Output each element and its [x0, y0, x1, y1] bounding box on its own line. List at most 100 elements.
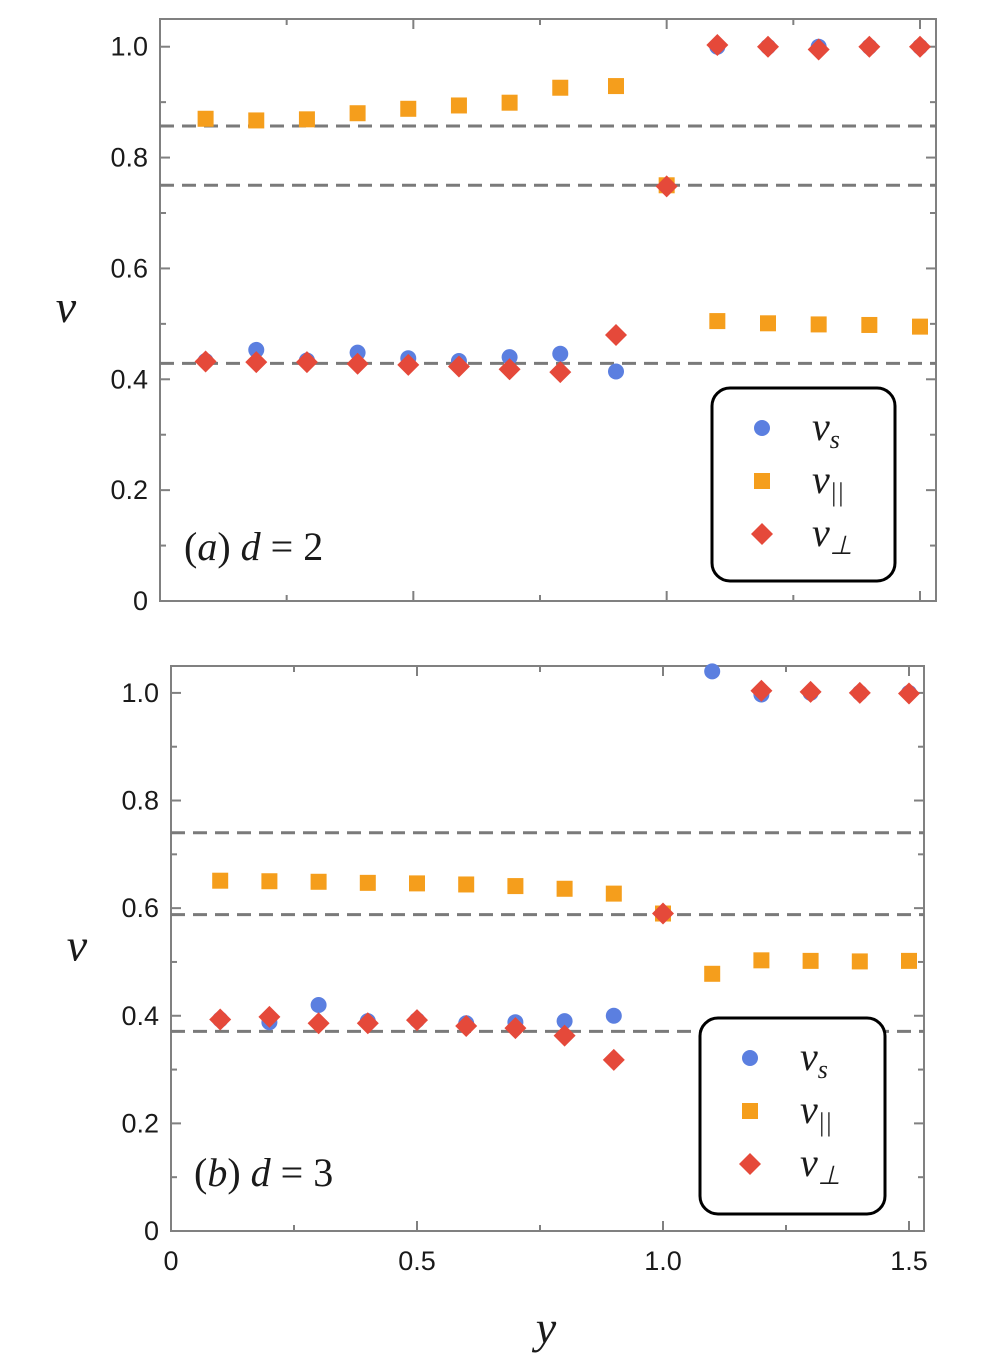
- legend-label: νs: [812, 404, 840, 454]
- data-point-diamond: [504, 1017, 527, 1040]
- data-point-square: [359, 874, 376, 891]
- legend-label: ν⊥: [812, 510, 852, 560]
- y-axis-title: ν: [67, 920, 88, 971]
- x-tick-label: 1.0: [644, 1246, 682, 1276]
- data-point-square: [608, 78, 624, 95]
- y-tick-label: 0.2: [121, 1108, 159, 1138]
- data-point-circle: [248, 341, 265, 358]
- data-point-diamond: [455, 1014, 478, 1037]
- legend-marker-square: [754, 473, 770, 489]
- data-point-diamond: [706, 34, 729, 57]
- y-tick-label: 0.8: [110, 143, 148, 173]
- legend-box: [698, 1016, 887, 1216]
- data-point-circle: [501, 349, 518, 366]
- y-tick-label: 0: [144, 1216, 159, 1246]
- x-tick-label: 0.5: [398, 1246, 436, 1276]
- y-tick-label: 0.8: [121, 786, 159, 816]
- data-point-square: [901, 952, 917, 969]
- data-point-diamond: [356, 1012, 379, 1035]
- data-point-square: [212, 872, 229, 889]
- y-axis-title: ν: [56, 281, 77, 332]
- legend-marker-circle: [754, 420, 770, 436]
- panel-a: 0 0.2 0.4 0.6 0.8 1.0 ν (a) d = 2 νsν||ν⊥: [56, 18, 937, 616]
- legend-marker-diamond: [739, 1153, 761, 1175]
- data-point-square: [704, 965, 721, 982]
- data-point-square: [248, 112, 265, 129]
- data-point-diamond: [807, 38, 830, 61]
- data-point-square: [861, 316, 878, 333]
- data-point-square: [507, 878, 524, 895]
- legend-marker-square: [742, 1103, 758, 1119]
- y-tick-label: 0.4: [121, 1001, 159, 1031]
- legend-label: ν⊥: [800, 1140, 840, 1190]
- data-point-circle: [704, 663, 721, 680]
- data-point-diamond: [498, 358, 521, 381]
- legend: νsν||ν⊥: [698, 1016, 887, 1216]
- data-point-square: [552, 79, 569, 96]
- panel-label: (a) d = 2: [184, 524, 323, 569]
- legend-label: ν||: [812, 457, 844, 507]
- data-point-diamond: [346, 352, 369, 375]
- data-point-diamond: [258, 1005, 281, 1028]
- data-point-square: [851, 953, 868, 970]
- data-point-diamond: [307, 1012, 330, 1035]
- panel-label: (b) d = 3: [194, 1150, 333, 1195]
- data-point-diamond: [397, 353, 420, 376]
- data-point-circle: [605, 1007, 622, 1024]
- data-point-square: [760, 315, 776, 332]
- data-point-diamond: [757, 35, 779, 58]
- data-point-square: [310, 873, 327, 890]
- y-tick-label: 1.0: [121, 678, 159, 708]
- data-point-circle: [310, 997, 327, 1013]
- legend-label: ν||: [800, 1087, 832, 1137]
- data-point-diamond: [549, 361, 572, 384]
- data-point-square: [802, 952, 819, 969]
- data-point-diamond: [605, 323, 627, 346]
- x-tick-label: 1.5: [890, 1246, 928, 1276]
- data-point-square: [400, 100, 417, 117]
- legend-label: νs: [800, 1034, 828, 1084]
- data-point-diamond: [406, 1009, 428, 1032]
- data-point-square: [501, 94, 518, 111]
- legend: νsν||ν⊥: [710, 386, 897, 583]
- legend-marker-diamond: [751, 523, 773, 545]
- data-point-diamond: [245, 351, 268, 374]
- y-tick-label: 0.2: [110, 475, 148, 505]
- data-point-circle: [552, 345, 569, 362]
- data-point-diamond: [750, 679, 773, 702]
- legend-marker-circle: [742, 1050, 758, 1066]
- data-point-diamond: [553, 1024, 576, 1047]
- data-point-square: [753, 952, 770, 969]
- panel-b: 0 0.2 0.4 0.6 0.8 1.0 0 0.5 1.0 1.5 ν (b) d = 3 νsν|…: [67, 663, 928, 1276]
- data-point-diamond: [209, 1008, 232, 1031]
- data-point-circle: [556, 1013, 573, 1030]
- data-point-square: [556, 880, 573, 897]
- data-point-diamond: [909, 35, 931, 58]
- data-point-diamond: [194, 350, 217, 373]
- data-point-circle: [608, 363, 624, 380]
- data-point-square: [261, 873, 278, 890]
- data-point-square: [709, 313, 726, 330]
- y-tick-label: 0.4: [110, 364, 148, 394]
- y-tick-label: 1.0: [110, 32, 148, 62]
- y-tick-label: 0: [133, 586, 148, 616]
- data-point-square: [298, 111, 315, 128]
- x-tick-label: 0: [163, 1246, 178, 1276]
- y-tick-label: 0.6: [110, 253, 148, 283]
- data-point-diamond: [858, 35, 881, 58]
- data-point-square: [810, 316, 827, 333]
- data-point-square: [605, 885, 622, 902]
- data-point-diamond: [655, 175, 678, 198]
- data-point-diamond: [799, 680, 822, 703]
- data-point-diamond: [898, 682, 920, 705]
- plot-frame: [159, 18, 937, 602]
- data-point-square: [458, 876, 475, 893]
- data-point-square: [409, 875, 425, 892]
- data-point-square: [912, 318, 928, 335]
- data-point-diamond: [652, 902, 674, 925]
- legend-box: [710, 386, 897, 583]
- x-axis-title: y: [532, 1302, 557, 1353]
- y-tick-label: 0.6: [121, 893, 159, 923]
- data-point-diamond: [447, 355, 470, 378]
